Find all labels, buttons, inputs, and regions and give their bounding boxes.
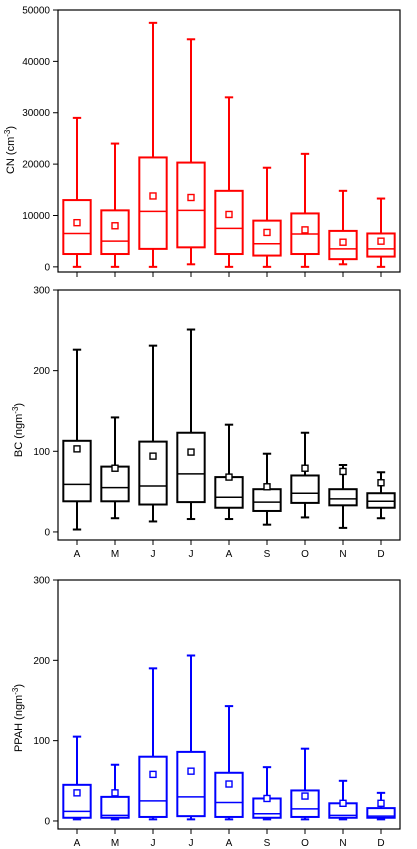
ppah-mean-marker bbox=[111, 789, 119, 797]
cn-mean-marker bbox=[263, 228, 271, 237]
cn-y-tick-label: 50000 bbox=[22, 6, 50, 17]
bc-x-tick-label: J bbox=[151, 549, 156, 560]
bc-mean-marker bbox=[377, 479, 385, 487]
ppah-panel: PPAH (ngm-3) 0 100 200 300 A M J J A S O N D bbox=[11, 576, 401, 849]
bc-y-tick-label: 200 bbox=[33, 366, 50, 377]
ppah-box bbox=[366, 807, 396, 819]
ppah-x-tick-label: M bbox=[111, 838, 119, 849]
cn-box bbox=[138, 156, 168, 250]
cn-y-tick-label: 30000 bbox=[22, 108, 50, 119]
ppah-mean-marker bbox=[149, 770, 157, 779]
ppah-mean-marker bbox=[187, 767, 195, 775]
bc-x-tick-label: M bbox=[111, 549, 119, 560]
bc-mean-marker bbox=[149, 452, 157, 460]
bc-box bbox=[138, 440, 168, 506]
bc-x-tick-label: S bbox=[264, 549, 271, 560]
cn-y-tick-label: 40000 bbox=[22, 57, 50, 68]
ppah-x-tick-label: O bbox=[301, 838, 309, 849]
cn-box bbox=[366, 232, 396, 258]
ppah-box bbox=[62, 783, 92, 819]
cn-y-tick-label: 20000 bbox=[22, 160, 50, 171]
bc-x-tick-label: J bbox=[189, 549, 194, 560]
ppah-box bbox=[176, 750, 206, 818]
bc-box bbox=[366, 492, 396, 509]
cn-box bbox=[176, 161, 206, 249]
bc-mean-marker bbox=[111, 464, 119, 472]
ppah-mean-marker bbox=[73, 789, 81, 797]
bc-y-tick-label: 100 bbox=[33, 447, 50, 458]
cn-y-tick-label: 0 bbox=[44, 262, 50, 273]
cn-mean-marker bbox=[187, 193, 195, 202]
cn-box bbox=[252, 219, 282, 257]
cn-mean-marker bbox=[339, 238, 347, 246]
bc-mean-marker bbox=[187, 448, 195, 456]
bc-plot-frame bbox=[57, 289, 401, 541]
ppah-x-tick-label: J bbox=[151, 838, 156, 849]
ppah-y-tick-label: 100 bbox=[33, 736, 50, 747]
bc-mean-marker bbox=[225, 473, 233, 481]
ppah-x-tick-label: D bbox=[377, 838, 384, 849]
cn-panel: CN (cm-3) 0 10000 20000 30000 40000 50000 bbox=[3, 6, 401, 277]
bc-y-axis-title: BC (ngm-3) bbox=[11, 403, 25, 457]
bc-y-tick-label: 0 bbox=[44, 527, 50, 538]
bc-panel: BC (ngm-3) 0 100 200 300 A M J J A S O N D bbox=[11, 286, 401, 560]
cn-box bbox=[214, 189, 244, 256]
ppah-y-axis-title: PPAH (ngm-3) bbox=[11, 684, 25, 752]
ppah-plot-frame bbox=[57, 579, 401, 830]
cn-mean-marker bbox=[301, 226, 309, 234]
ppah-y-tick-label: 200 bbox=[33, 656, 50, 667]
bc-box bbox=[328, 488, 358, 507]
ppah-mean-marker bbox=[263, 794, 271, 803]
bc-y-tick-label: 300 bbox=[33, 286, 50, 297]
ppah-y-tick-label: 300 bbox=[33, 576, 50, 587]
ppah-box bbox=[100, 795, 130, 819]
cn-box bbox=[328, 229, 358, 261]
bc-x-tick-label: A bbox=[74, 549, 81, 560]
bc-mean-marker bbox=[339, 467, 347, 476]
ppah-x-tick-label: N bbox=[339, 838, 346, 849]
ppah-mean-marker bbox=[225, 780, 233, 788]
ppah-x-tick-label: J bbox=[189, 838, 194, 849]
bc-mean-marker bbox=[263, 483, 271, 491]
cn-box bbox=[100, 209, 130, 256]
cn-mean-marker bbox=[225, 210, 233, 219]
ppah-y-tick-label: 0 bbox=[44, 816, 50, 827]
ppah-mean-marker bbox=[377, 799, 385, 807]
cn-mean-marker bbox=[111, 222, 119, 230]
cn-y-tick-label: 10000 bbox=[22, 211, 50, 222]
cn-mean-marker bbox=[73, 218, 81, 227]
bc-mean-marker bbox=[301, 464, 309, 472]
bc-x-tick-label: A bbox=[226, 549, 233, 560]
ppah-box bbox=[290, 789, 320, 818]
bc-box bbox=[62, 439, 92, 503]
ppah-x-tick-label: A bbox=[74, 838, 81, 849]
bc-box bbox=[214, 476, 244, 509]
ppah-x-tick-label: A bbox=[226, 838, 233, 849]
cn-y-axis-title: CN (cm-3) bbox=[3, 126, 17, 174]
bc-box bbox=[176, 431, 206, 504]
cn-mean-marker bbox=[377, 237, 385, 245]
bc-box bbox=[290, 474, 320, 504]
bc-mean-marker bbox=[73, 445, 81, 453]
ppah-mean-marker bbox=[301, 792, 309, 800]
bc-x-tick-label: O bbox=[301, 549, 309, 560]
bc-box bbox=[252, 488, 282, 512]
cn-box bbox=[62, 199, 92, 256]
ppah-x-tick-label: S bbox=[264, 838, 271, 849]
ppah-box bbox=[214, 771, 244, 818]
cn-mean-marker bbox=[149, 192, 157, 200]
ppah-box bbox=[138, 755, 168, 818]
ppah-mean-marker bbox=[339, 799, 347, 807]
bc-x-tick-label: D bbox=[377, 549, 384, 560]
bc-x-tick-label: N bbox=[339, 549, 346, 560]
